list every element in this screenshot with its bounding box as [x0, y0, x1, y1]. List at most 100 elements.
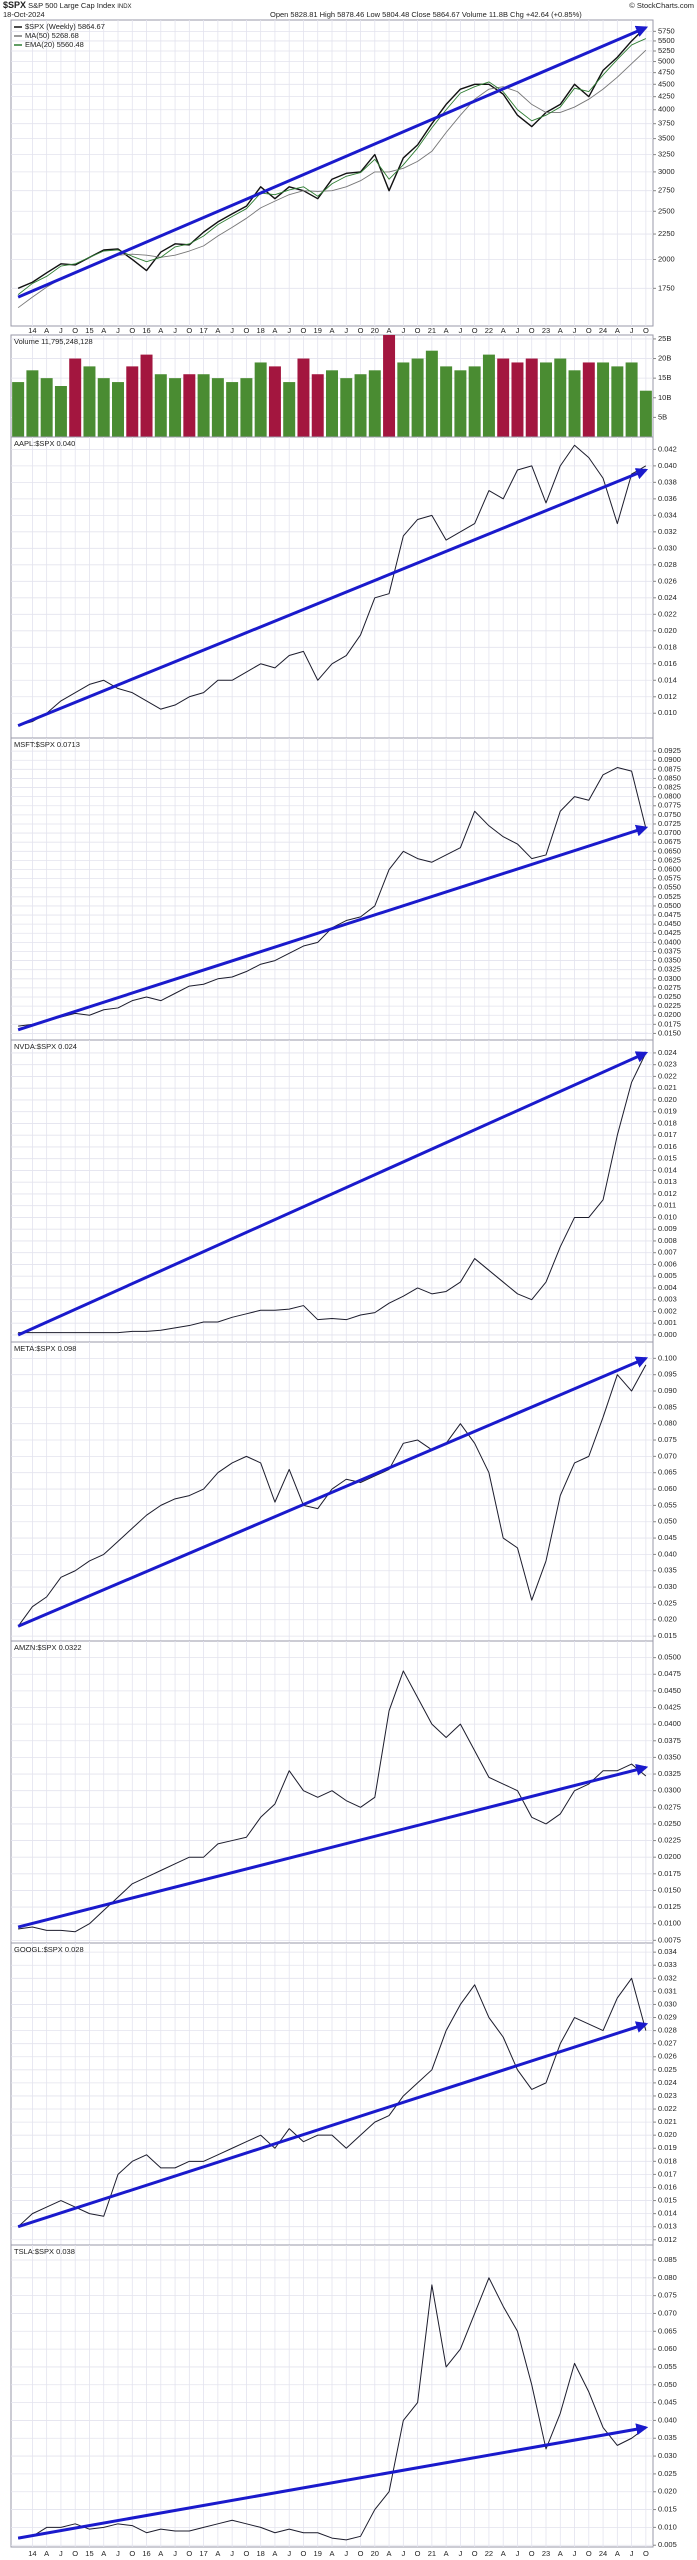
- y-tick-label: 0.075: [658, 1435, 677, 1444]
- trendline: [17, 468, 649, 728]
- y-tick-label: 0.022: [658, 1071, 677, 1080]
- y-tick-label: 0.009: [658, 1224, 677, 1233]
- legend-label: TSLA:$SPX 0.038: [14, 2247, 75, 2256]
- y-tick-label: 0.0250: [658, 992, 681, 1001]
- y-tick-label: 0.028: [658, 2026, 677, 2035]
- y-tick-label: 0.016: [658, 1142, 677, 1151]
- legend-label: META:$SPX 0.098: [14, 1344, 76, 1353]
- y-tick-label: 0.021: [658, 2117, 677, 2126]
- volume-bar: [326, 370, 338, 437]
- volume-bar: [140, 354, 153, 437]
- x-tick-label: J: [630, 2549, 634, 2558]
- x-tick-label: J: [287, 2549, 291, 2558]
- y-tick-label: 5250: [658, 46, 675, 55]
- x-tick-label: O: [358, 2549, 364, 2558]
- y-tick-label: 0.035: [658, 2433, 677, 2442]
- series-line: [17, 49, 647, 309]
- y-tick-label: 0.016: [658, 2182, 677, 2191]
- symbol: $SPX: [3, 0, 26, 10]
- y-tick-label: 0.0150: [658, 1885, 681, 1894]
- y-tick-label: 0.0200: [658, 1010, 681, 1019]
- x-tick-label: O: [301, 2549, 307, 2558]
- x-tick-label: A: [558, 2549, 563, 2558]
- x-tick-label: A: [101, 2549, 106, 2558]
- y-tick-label: 0.085: [658, 2255, 677, 2264]
- y-tick-label: 0.008: [658, 1236, 677, 1245]
- x-tick-label: 16: [142, 2549, 150, 2558]
- x-tick-label: O: [643, 326, 649, 335]
- y-tick-label: 0.006: [658, 1259, 677, 1268]
- y-tick-label: 0.022: [658, 609, 677, 618]
- x-tick-label: J: [59, 326, 63, 335]
- x-tick-label: A: [444, 2549, 449, 2558]
- volume-bar: [383, 335, 396, 437]
- legend-label: GOOGL:$SPX 0.028: [14, 1945, 84, 1954]
- y-tick-label: 0.015: [658, 2505, 677, 2514]
- x-tick-label: O: [529, 2549, 535, 2558]
- volume-bar: [211, 378, 224, 437]
- y-tick-label: 5500: [658, 36, 675, 45]
- x-tick-label: 18: [256, 326, 264, 335]
- x-tick-label: 19: [314, 326, 322, 335]
- y-tick-label: 0.060: [658, 1484, 677, 1493]
- series-line: [17, 444, 647, 727]
- y-tick-label: 0.040: [658, 2415, 677, 2424]
- y-tick-label: 0.004: [658, 1283, 677, 1292]
- y-tick-label: 0.0325: [658, 1769, 681, 1778]
- y-tick-label: 0.0450: [658, 1686, 681, 1695]
- volume-bar: [482, 354, 495, 437]
- x-tick-label: J: [630, 326, 634, 335]
- x-tick-label: A: [44, 2549, 49, 2558]
- y-tick-label: 0.0325: [658, 965, 681, 974]
- y-tick-label: 4500: [658, 79, 675, 88]
- y-tick-label: 0.040: [658, 461, 677, 470]
- x-tick-label: J: [173, 2549, 177, 2558]
- y-tick-label: 2500: [658, 206, 675, 215]
- y-tick-label: 3750: [658, 119, 675, 128]
- y-tick-label: 4250: [658, 92, 675, 101]
- y-tick-label: 0.017: [658, 2169, 677, 2178]
- y-tick-label: 0.020: [658, 1095, 677, 1104]
- y-tick-label: 0.030: [658, 543, 677, 552]
- volume-bar: [268, 366, 281, 437]
- x-tick-label: A: [215, 2549, 220, 2558]
- volume-bar: [540, 362, 552, 437]
- volume-bar: [112, 382, 124, 437]
- x-tick-label: J: [401, 2549, 405, 2558]
- y-tick-label: 0.035: [658, 1566, 677, 1575]
- volume-bar: [411, 358, 424, 437]
- volume-bar: [311, 374, 324, 437]
- y-tick-label: 0.023: [658, 1060, 677, 1069]
- y-tick-label: 0.014: [658, 2209, 677, 2218]
- x-tick-label: O: [586, 326, 592, 335]
- volume-bar: [183, 374, 196, 437]
- x-tick-label: O: [472, 2549, 478, 2558]
- x-tick-label: A: [329, 326, 334, 335]
- y-tick-label: 0.0150: [658, 1028, 681, 1037]
- volume-bar: [568, 370, 581, 437]
- y-tick-label: 0.0525: [658, 892, 681, 901]
- volume-bar: [597, 362, 610, 437]
- y-tick-label: 0.034: [658, 1947, 677, 1956]
- y-tick-label: 0.024: [658, 2078, 677, 2087]
- exchange: INDX: [117, 4, 131, 10]
- x-tick-label: 17: [199, 2549, 207, 2558]
- volume-bar: [397, 362, 410, 437]
- y-tick-label: 0.015: [658, 1154, 677, 1163]
- y-tick-label: 0.0450: [658, 919, 681, 928]
- y-tick-label: 0.002: [658, 1306, 677, 1315]
- x-tick-label: O: [472, 326, 478, 335]
- copyright: © StockCharts.com: [629, 1, 694, 10]
- trendline: [17, 1356, 649, 1628]
- x-tick-label: 16: [142, 326, 150, 335]
- x-tick-label: O: [243, 326, 249, 335]
- x-tick-label: O: [358, 326, 364, 335]
- volume-bar: [126, 366, 139, 437]
- x-tick-label: O: [72, 2549, 78, 2558]
- y-tick-label: 0.030: [658, 2451, 677, 2460]
- x-tick-label: J: [459, 326, 463, 335]
- series-line: [18, 2277, 647, 2541]
- y-tick-label: 0.019: [658, 2143, 677, 2152]
- y-tick-label: 0.0475: [658, 1669, 681, 1678]
- y-tick-label: 0.0200: [658, 1852, 681, 1861]
